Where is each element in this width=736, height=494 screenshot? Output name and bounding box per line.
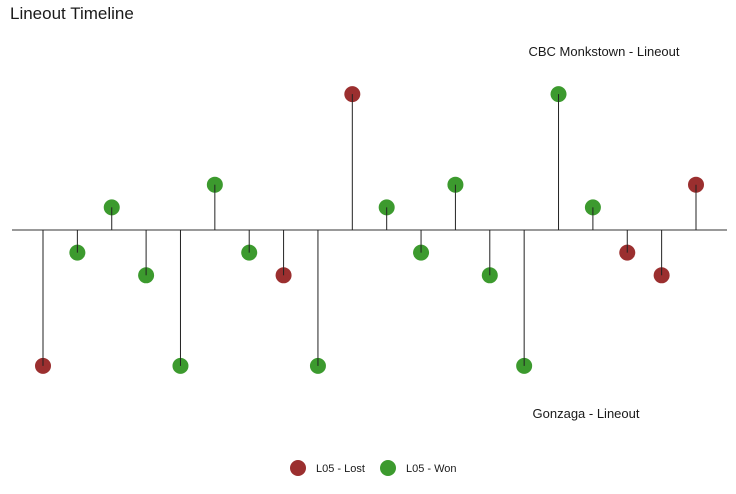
legend-label-lost: L05 - Lost <box>316 463 365 475</box>
legend-swatch-won <box>380 460 396 476</box>
top-team-label: CBC Monkstown - Lineout <box>528 44 679 59</box>
legend-label-won: L05 - Won <box>406 463 457 475</box>
bottom-team-label: Gonzaga - Lineout <box>533 406 640 421</box>
chart-title: Lineout Timeline <box>10 4 134 23</box>
legend-swatch-lost <box>290 460 306 476</box>
event-points <box>35 86 704 374</box>
legend: L05 - Lost L05 - Won <box>290 460 457 476</box>
